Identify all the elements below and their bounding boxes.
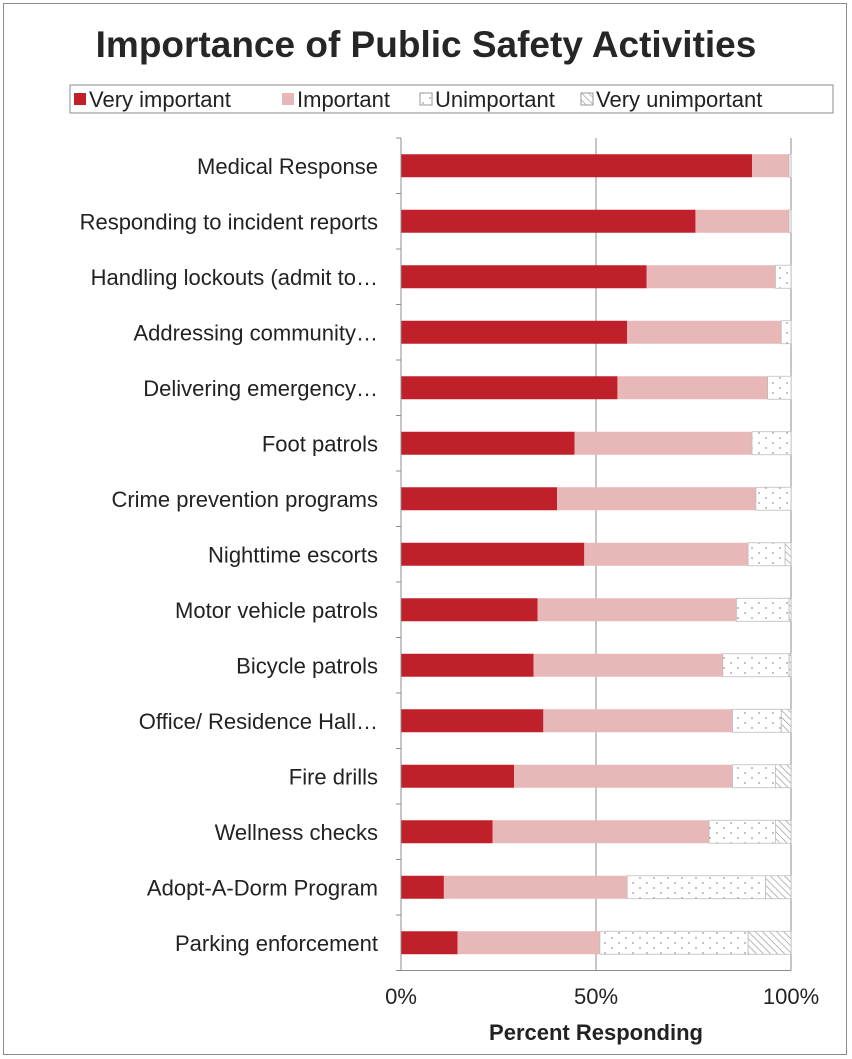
bar-12-series-1 [401,764,515,788]
legend-label-1: Very important [89,87,231,112]
category-label-6: Foot patrols [262,431,378,456]
bar-13-series-2 [492,820,710,844]
bar-8-series-2 [584,542,749,566]
bar-2-series-2 [695,209,790,233]
bar-12-series-4 [775,764,792,789]
bar-15-series-3 [599,930,749,955]
category-label-3: Handling lockouts (admit to… [91,265,378,290]
bar-15-series-2 [457,931,600,955]
bar-10-series-3 [722,653,790,678]
legend-swatch-1 [74,93,86,105]
bar-9-series-4 [788,597,792,622]
bar-10-series-1 [401,653,534,677]
legend-swatch-3 [419,92,433,106]
bar-13-series-1 [401,820,493,844]
bar-12-series-3 [732,764,776,789]
bar-5-series-2 [617,376,768,400]
bars [401,153,792,955]
bar-6-series-2 [574,431,752,455]
bar-7-series-3 [755,486,792,511]
category-label-5: Delivering emergency… [143,376,378,401]
bar-4-series-2 [627,320,782,344]
category-label-15: Parking enforcement [175,931,378,956]
bar-7-series-1 [401,487,557,511]
x-tick-label-3: 100% [763,984,819,1009]
category-label-12: Fire drills [289,764,378,789]
category-label-1: Medical Response [197,154,378,179]
bar-14-series-4 [765,875,792,900]
bar-5-series-1 [401,376,618,400]
legend-swatch-4 [580,92,594,106]
bar-3-series-1 [401,265,647,289]
bar-9-series-1 [401,598,538,622]
bar-14-series-1 [401,875,444,899]
legend-label-2: Important [297,87,390,112]
bar-2-series-1 [401,209,696,233]
bar-1-series-2 [752,154,790,178]
bar-13-series-3 [708,819,776,844]
category-label-4: Addressing community… [133,320,378,345]
x-axis-title: Percent Responding [489,1020,703,1045]
category-label-11: Office/ Residence Hall… [139,709,378,734]
chart-title: Importance of Public Safety Activities [95,24,757,65]
bar-4-series-3 [780,320,792,345]
bar-5-series-3 [767,375,792,400]
category-label-8: Nighttime escorts [208,542,378,567]
category-label-7: Crime prevention programs [111,487,378,512]
bar-14-series-3 [626,875,767,900]
category-label-14: Adopt-A-Dorm Program [147,875,378,900]
axes: Medical Response Responding to incident r… [80,137,819,1009]
bar-8-series-4 [784,542,792,567]
category-label-2: Responding to incident reports [80,209,378,234]
bar-2-series-3 [788,209,792,234]
bar-11-series-2 [543,709,733,733]
bar-3-series-2 [646,265,776,289]
x-tick-label-1: 0% [385,984,417,1009]
legend-label-4: Very unimportant [596,87,762,112]
bar-11-series-4 [780,708,792,733]
bar-12-series-2 [514,764,733,788]
bar-9-series-3 [736,597,790,622]
category-label-9: Motor vehicle patrols [175,598,378,623]
bar-6-series-3 [751,431,792,456]
bar-10-series-4 [788,653,792,678]
bar-11-series-1 [401,709,544,733]
bar-15-series-1 [401,931,458,955]
bar-11-series-3 [732,708,782,733]
bar-8-series-1 [401,542,585,566]
bar-1-series-3 [788,153,792,178]
bar-6-series-1 [401,431,575,455]
bar-1-series-1 [401,154,752,178]
bar-9-series-2 [537,598,737,622]
bar-4-series-1 [401,320,628,344]
bar-13-series-4 [775,819,792,844]
x-tick-label-2: 50% [574,984,618,1009]
category-label-13: Wellness checks [215,820,378,845]
bar-14-series-2 [443,875,628,899]
legend: Very important Important Unimportant Very u… [69,84,834,114]
legend-label-3: Unimportant [435,87,555,112]
legend-swatch-2 [282,93,294,105]
bar-7-series-2 [557,487,756,511]
bar-10-series-2 [533,653,723,677]
category-label-10: Bicycle patrols [236,653,378,678]
bar-8-series-3 [747,542,786,567]
bar-3-series-3 [775,264,792,289]
legend-box [69,84,834,114]
bar-15-series-4 [747,930,792,955]
